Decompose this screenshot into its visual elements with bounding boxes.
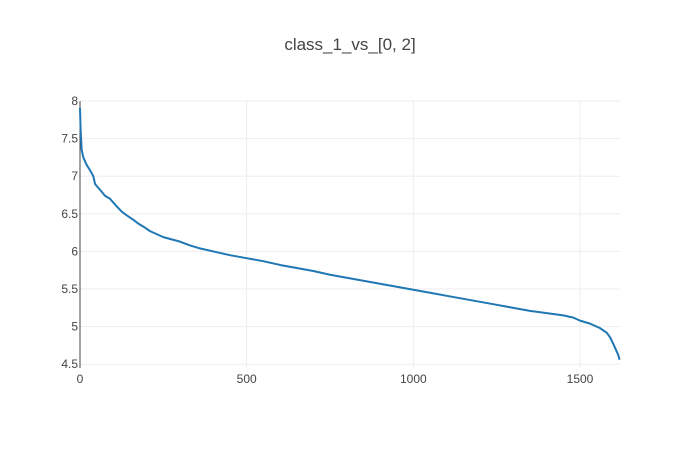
x-tick-label: 1000: [400, 372, 427, 386]
x-tick-label: 500: [237, 372, 257, 386]
y-tick-label: 6: [71, 244, 78, 258]
y-tick-label: 8: [71, 94, 78, 108]
y-tick-label: 7.5: [61, 132, 78, 146]
tick-labels: 4.5 5 5.5 6 6.5 7 7.5 8 0 500 1000 1500: [61, 94, 593, 386]
y-tick-label: 5: [71, 320, 78, 334]
y-tick-label: 6.5: [61, 207, 78, 221]
y-tick-label: 5.5: [61, 282, 78, 296]
y-tick-label: 4.5: [61, 357, 78, 371]
x-tick-label: 0: [77, 372, 84, 386]
x-tick-label: 1500: [567, 372, 594, 386]
series-layer: [79, 107, 621, 360]
series-line: [79, 107, 621, 360]
y-tick-label: 7: [71, 169, 78, 183]
chart-title: class_1_vs_[0, 2]: [284, 35, 415, 54]
grid-lines: [80, 100, 620, 368]
